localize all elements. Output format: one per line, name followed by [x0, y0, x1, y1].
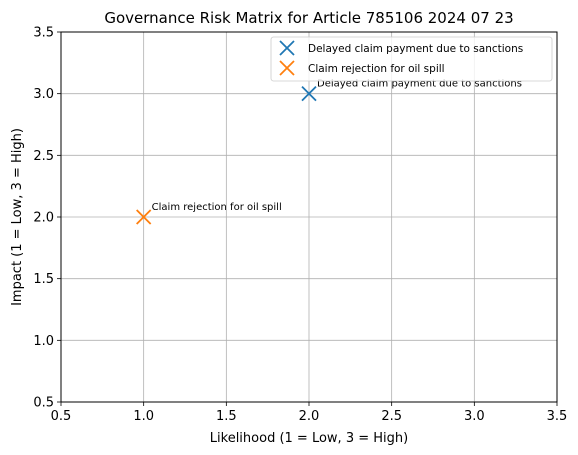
chart-title: Governance Risk Matrix for Article 78510…	[104, 9, 513, 27]
x-tick-label: 2.5	[381, 409, 402, 424]
y-tick-label: 1.5	[33, 272, 54, 287]
axis-ticks: 0.5 1.0 1.5 2.0 2.5 3.0 3.5 0.5 1.0 1.5 2.0 2.5 3.0 3…	[33, 26, 567, 425]
legend-box	[270, 36, 553, 82]
point-annotations: Delayed claim payment due to sanctions Cl…	[152, 79, 522, 213]
data-points	[136, 86, 317, 225]
point-annotation: Delayed claim payment due to sanctions	[317, 79, 522, 90]
y-tick-label: 1.0	[33, 334, 54, 349]
legend-label: Delayed claim payment due to sanctions	[308, 43, 523, 55]
x-tick-label: 3.0	[464, 409, 485, 424]
x-tick-label: 1.5	[216, 409, 237, 424]
legend-marker	[279, 40, 295, 56]
y-axis-label: Impact (1 = Low, 3 = High)	[10, 128, 25, 306]
y-tick-label: 3.5	[33, 26, 54, 41]
legend-marker	[279, 60, 295, 76]
x-tick-label: 1.0	[133, 409, 154, 424]
x-axis-label: Likelihood (1 = Low, 3 = High)	[210, 431, 408, 446]
legend-label: Claim rejection for oil spill	[308, 63, 445, 75]
x-tick-label: 2.0	[299, 409, 320, 424]
y-tick-label: 0.5	[33, 396, 54, 411]
x-tick-label: 3.5	[547, 409, 568, 424]
y-tick-label: 2.0	[33, 211, 54, 226]
legend: Delayed claim payment due to sanctions Cl…	[270, 36, 553, 82]
y-tick-label: 2.5	[33, 149, 54, 164]
scatter-point-marker	[136, 209, 152, 225]
scatter-point-marker	[301, 86, 317, 102]
x-tick-label: 0.5	[51, 409, 72, 424]
y-tick-label: 3.0	[33, 87, 54, 102]
point-annotation: Claim rejection for oil spill	[152, 202, 282, 213]
